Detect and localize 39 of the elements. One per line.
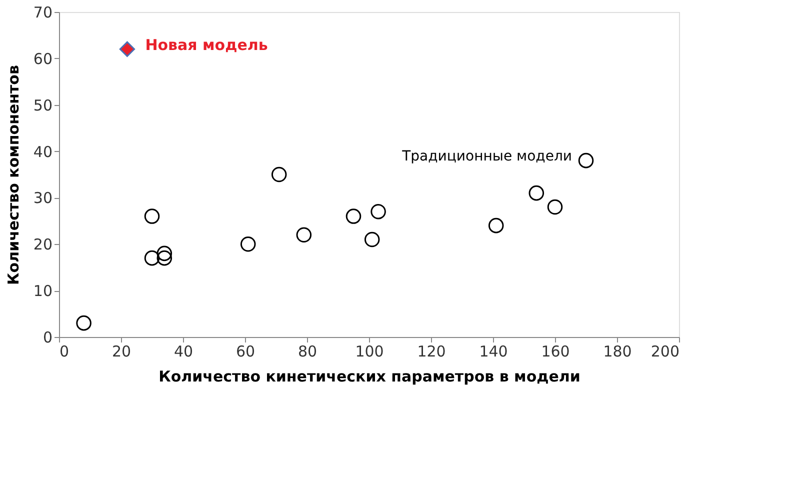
y-tick-label: 20 <box>33 236 52 254</box>
series-label: Новая модель <box>145 36 268 54</box>
point <box>144 250 160 266</box>
point <box>528 185 544 201</box>
point <box>271 166 287 182</box>
series-label: Традиционные модели <box>401 148 572 165</box>
point <box>578 152 594 168</box>
x-tick-label: 180 <box>603 342 632 360</box>
x-tick-label: 200 <box>650 342 680 360</box>
point <box>547 199 563 215</box>
x-tick-label: 0 <box>60 342 70 360</box>
point <box>76 315 92 331</box>
y-tick-label: 40 <box>33 142 52 161</box>
point <box>370 204 386 220</box>
point <box>296 227 312 242</box>
x-tick-label: 140 <box>479 342 508 360</box>
x-tick-label: 80 <box>298 342 318 360</box>
x-tick-label: 100 <box>355 342 384 360</box>
x-tick-label: 120 <box>417 342 446 360</box>
x-axis-title: Количество кинетических параметров в модели <box>158 368 580 386</box>
point <box>119 41 136 57</box>
point <box>364 232 380 248</box>
point <box>156 246 172 262</box>
y-tick-label: 50 <box>33 96 52 114</box>
point <box>156 250 172 266</box>
point <box>488 218 504 234</box>
y-tick-label: 60 <box>33 50 52 68</box>
x-tick-label: 160 <box>541 342 570 360</box>
y-tick-label: 70 <box>33 4 52 22</box>
y-tick-label: 0 <box>42 328 52 346</box>
x-tick-label: 40 <box>174 342 194 360</box>
point <box>144 208 160 224</box>
x-tick-label: 20 <box>112 342 132 360</box>
point <box>346 208 362 224</box>
y-tick-label: 30 <box>33 189 52 208</box>
point <box>240 236 256 252</box>
y-tick-label: 10 <box>33 282 52 300</box>
x-tick-label: 60 <box>236 342 256 360</box>
y-axis-title: Количество компонентов <box>4 65 22 285</box>
